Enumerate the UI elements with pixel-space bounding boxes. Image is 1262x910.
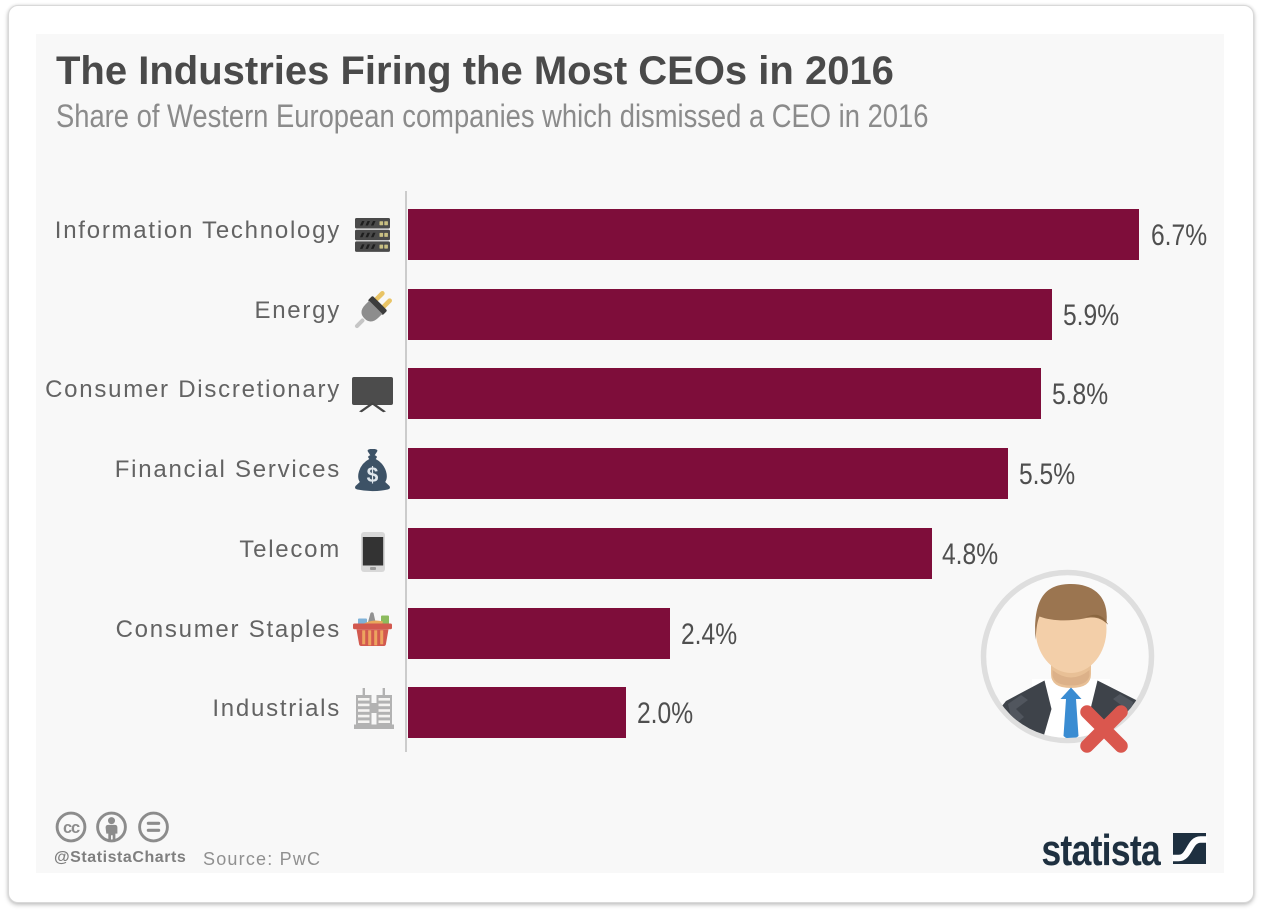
svg-text:statista: statista bbox=[1041, 827, 1161, 875]
svg-text:$: $ bbox=[367, 464, 379, 487]
svg-text:cc: cc bbox=[63, 819, 80, 837]
